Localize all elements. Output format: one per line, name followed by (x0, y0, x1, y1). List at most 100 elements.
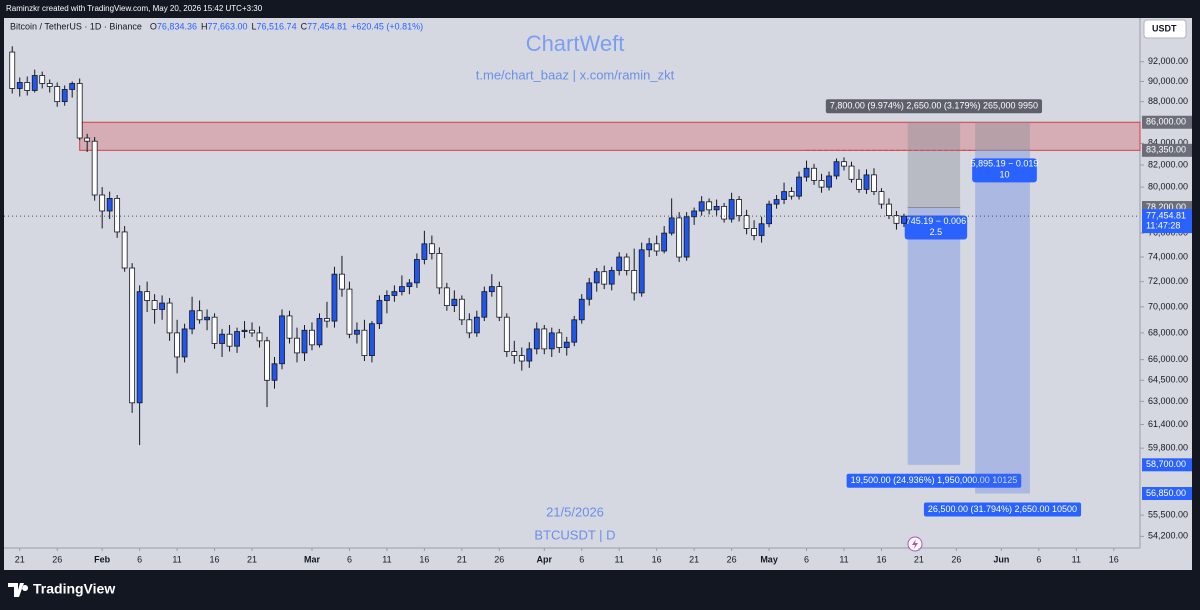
currency-button[interactable] (1143, 19, 1187, 39)
candle-body (9, 51, 16, 89)
candle-body (226, 333, 233, 347)
candle-body (481, 291, 488, 318)
candle-body (886, 203, 892, 216)
y-tick-label: 63,000.00 (1148, 396, 1188, 406)
currency[interactable]: USDT (1152, 23, 1177, 33)
position-summary-bg (825, 99, 1043, 114)
price-change: +620.45 (+0.81%) (351, 21, 423, 31)
x-tick-label: 6 (1036, 554, 1041, 564)
candle-body (698, 201, 705, 212)
position-result: 26,500.00 (31.794%) 2,650.00 10500 (928, 504, 1077, 514)
candle-body (586, 282, 593, 300)
candle-body (863, 174, 870, 190)
watermark-symbol: BTCUSDT | D (534, 527, 615, 542)
y-tick-label: 92,000.00 (1148, 56, 1188, 66)
candle-body (398, 286, 405, 293)
candle-body (166, 302, 173, 334)
candle-body (204, 316, 210, 321)
x-tick-label: 6 (804, 554, 809, 564)
y-tick-label: 90,000.00 (1148, 76, 1188, 86)
y-tick-label: 54,200.00 (1148, 531, 1188, 541)
candle-body (728, 199, 735, 220)
candle-body (781, 191, 787, 200)
candle-body (46, 83, 53, 87)
candle-body (856, 178, 862, 190)
x-tick-label: 21 (689, 554, 699, 564)
credit: Raminzkr created with TradingView.com, M… (6, 4, 263, 13)
candle-body (354, 329, 360, 335)
x-tick-label: 16 (652, 554, 662, 564)
candle-body (466, 319, 473, 334)
position-risk (975, 122, 1030, 151)
candle-body (511, 351, 518, 356)
ohlc-value: 77,663.00 (207, 21, 247, 31)
x-tick-label: 21 (457, 554, 467, 564)
candle-body (406, 282, 413, 288)
candle-body (631, 270, 638, 294)
x-tick-label: 16 (876, 554, 886, 564)
candle-body (638, 249, 645, 294)
ohlc-key: C (301, 21, 308, 31)
candle-body (151, 300, 158, 310)
candle-body (563, 341, 570, 348)
event-icon-bolt (912, 539, 918, 549)
candle-body (878, 191, 885, 205)
y-tick-label: 66,000.00 (1148, 354, 1188, 364)
candle-body (324, 318, 330, 322)
candle-body (294, 337, 300, 354)
candle-body (16, 82, 23, 89)
candle-body (159, 302, 166, 310)
candle-body (121, 231, 128, 269)
candle-body (264, 340, 270, 381)
position-risk (907, 122, 961, 208)
candle-body (593, 271, 600, 284)
brand: TradingView (33, 581, 115, 597)
x-tick-label: Feb (94, 554, 111, 564)
ohlc-value: 77,454.81 (307, 21, 347, 31)
candle-body (758, 223, 765, 236)
ohlc-value: 76,516.74 (257, 21, 297, 31)
candle-body (271, 363, 278, 381)
candle-body (818, 180, 825, 188)
candle-body (721, 205, 728, 220)
x-tick-label: 6 (137, 554, 142, 564)
candle-body (691, 210, 698, 218)
watermark-title: ChartWeft (526, 31, 625, 56)
candle-body (488, 286, 495, 293)
candle-body (76, 83, 83, 139)
candle-body (301, 329, 308, 354)
candle-body (129, 267, 136, 404)
x-tick-label: 16 (419, 554, 429, 564)
candle-body (571, 319, 578, 343)
x-tick-label: 16 (210, 554, 220, 564)
level-label: 78,200.00 (1146, 202, 1186, 212)
candle-body (773, 199, 780, 205)
x-tick-label: 11 (1072, 554, 1081, 564)
x-tick-label: 11 (615, 554, 624, 564)
y-tick-label: 80,000.00 (1148, 181, 1188, 191)
candle-body (436, 253, 443, 289)
candle-body (443, 287, 450, 307)
resistance-zone (79, 121, 1141, 151)
y-tick-label: 64,500.00 (1148, 375, 1188, 385)
candle-body (548, 332, 555, 350)
position-info: 745.19 − 0.006 (906, 216, 966, 226)
candle-body (653, 243, 660, 252)
candle-body (286, 315, 293, 339)
candle-body (871, 174, 877, 193)
candle-body (413, 259, 420, 284)
x-tick-label: Apr (537, 554, 553, 564)
watermark-date: 21/5/2026 (546, 504, 604, 519)
position-info-bg (972, 158, 1037, 183)
y-tick-label: 70,000.00 (1148, 301, 1188, 311)
candle-body (608, 270, 615, 285)
candle-body (39, 75, 46, 84)
x-tick-label: Mar (304, 554, 321, 564)
candle-body (826, 175, 832, 188)
y-tick-label: 82,000.00 (1148, 159, 1188, 169)
candle-body (533, 328, 540, 350)
candle-body (676, 217, 683, 258)
candle-body (309, 329, 315, 346)
position-info: 10 (999, 170, 1009, 180)
